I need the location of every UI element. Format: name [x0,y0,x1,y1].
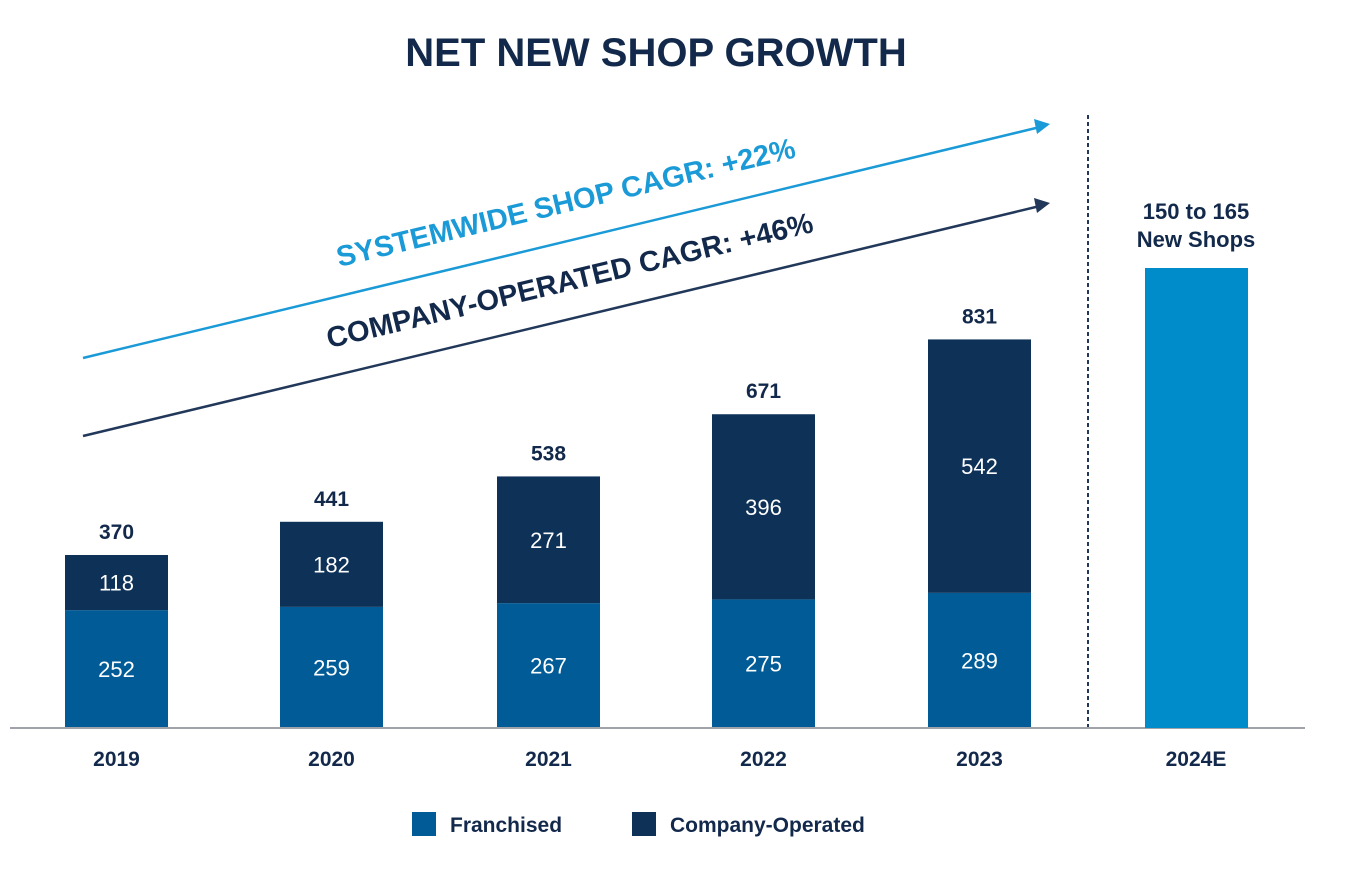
data-label-franchised-2020: 259 [313,655,350,680]
total-label-2019: 370 [99,521,134,544]
bar-franchised-2022 [712,599,815,728]
total-label-2022: 671 [746,380,781,403]
x-tick-2023: 2023 [956,748,1003,771]
data-label-company-operated-2019: 118 [99,571,134,596]
company-cagr-arrow [82,204,1041,438]
legend-label-franchised: Franchised [450,814,562,837]
total-label-2020: 441 [314,488,349,511]
bar-company-operated-2022 [712,414,815,600]
bar-company-operated-2019 [65,554,168,611]
bar-company-operated-2020 [280,521,383,607]
forecast-label-line1: 150 to 165 [1143,199,1249,224]
legend-swatch-company-operated [632,812,656,836]
data-label-company-operated-2020: 182 [313,552,350,577]
data-label-company-operated-2022: 396 [745,495,782,520]
x-tick-2020: 2020 [308,748,355,771]
bar-franchised-2020 [280,606,383,728]
chart-title: NET NEW SHOP GROWTH [405,31,906,75]
legend-label-company-operated: Company-Operated [670,814,865,837]
data-label-franchised-2021: 267 [530,654,567,679]
data-label-company-operated-2021: 271 [530,528,567,553]
company-arrowhead-icon [1034,198,1050,213]
legend: Franchised Company-Operated [412,812,865,837]
total-label-2021: 538 [531,442,566,465]
data-label-franchised-2022: 275 [745,652,782,677]
x-tick-2022: 2022 [740,748,787,771]
x-tick-2019: 2019 [93,748,140,771]
forecast-bar-2024E [1145,268,1248,728]
bar-franchised-2019 [65,610,168,728]
data-label-company-operated-2023: 542 [961,454,998,479]
data-label-franchised-2023: 289 [961,648,998,673]
systemwide-cagr-arrow [82,125,1041,360]
bar-company-operated-2023 [928,339,1031,593]
bar-franchised-2021 [497,603,600,728]
forecast-label-line2: New Shops [1137,227,1256,252]
bar-franchised-2023 [928,592,1031,728]
total-label-2023: 831 [962,305,997,328]
data-label-franchised-2019: 252 [98,657,135,682]
legend-swatch-franchised [412,812,436,836]
x-tick-2024E: 2024E [1166,748,1227,771]
x-tick-2021: 2021 [525,748,572,771]
systemwide-arrowhead-icon [1034,119,1050,134]
bar-company-operated-2021 [497,476,600,604]
